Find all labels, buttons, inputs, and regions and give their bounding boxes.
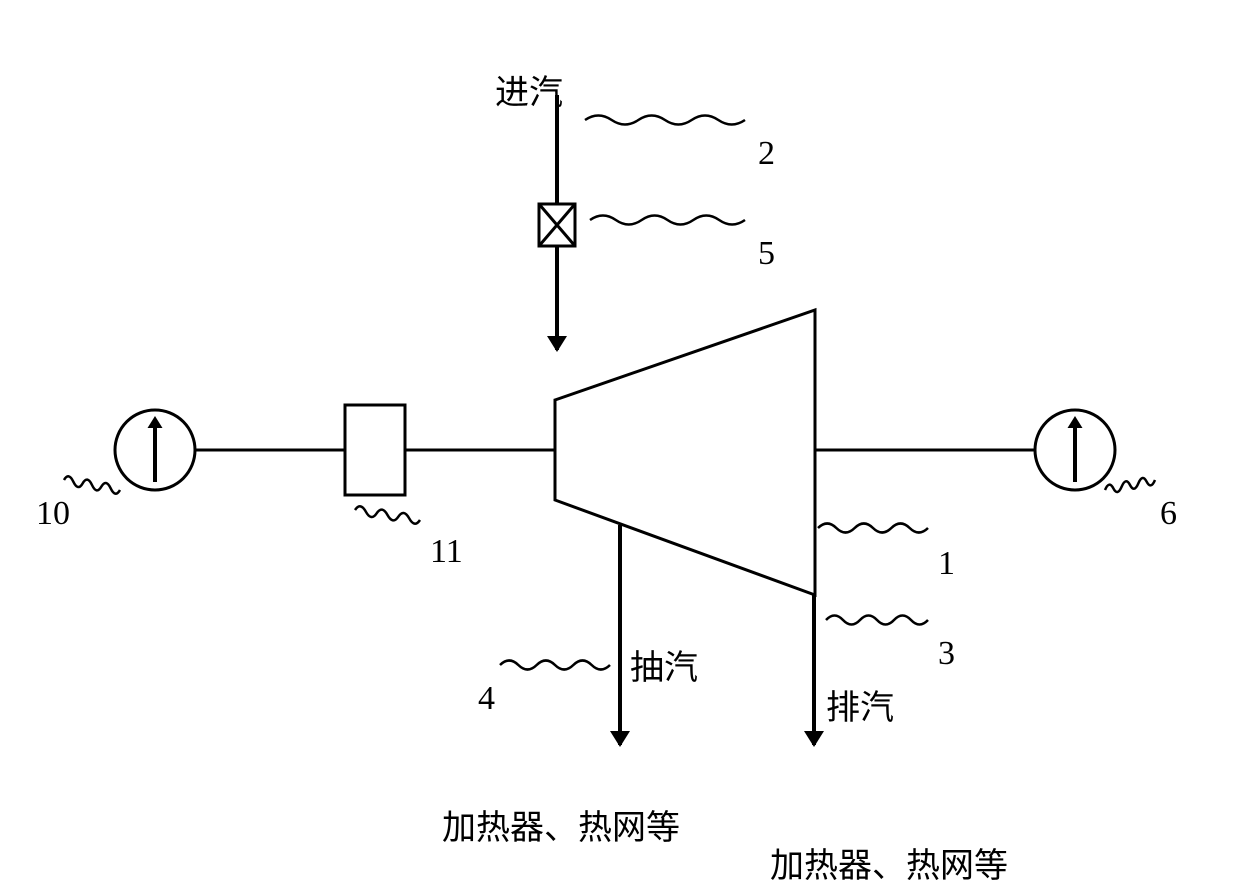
ref-number-10: 10 (36, 495, 70, 533)
label-heater-network-2: 加热器、热网等 (770, 838, 1008, 887)
label-extraction-steam: 抽汽 (630, 640, 698, 689)
label-exhaust-steam: 排汽 (826, 680, 894, 729)
ref-number-2: 2 (758, 135, 775, 173)
ref-number-4: 4 (478, 680, 495, 718)
ref-number-6: 6 (1160, 495, 1177, 533)
label-inlet-steam: 进汽 (495, 65, 563, 114)
diagram-svg (0, 0, 1240, 870)
turbine-system-diagram: 进汽 抽汽 排汽 加热器、热网等 加热器、热网等 1 2 3 4 5 6 10 … (0, 0, 1240, 870)
ref-number-3: 3 (938, 635, 955, 673)
label-heater-network-1: 加热器、热网等 (442, 800, 680, 849)
ref-number-11: 11 (430, 533, 463, 571)
ref-number-1: 1 (938, 545, 955, 583)
ref-number-5: 5 (758, 235, 775, 273)
